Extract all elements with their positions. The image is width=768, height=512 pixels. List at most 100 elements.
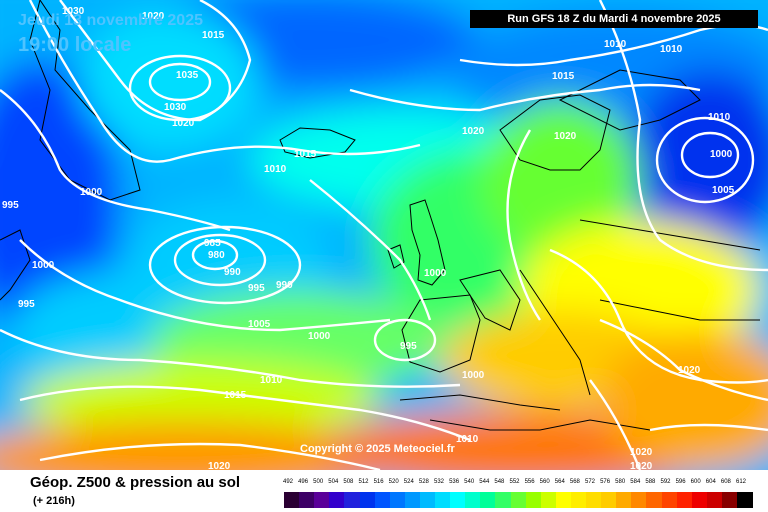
legend-swatch	[450, 492, 466, 508]
isobar-label: 1020	[208, 461, 231, 470]
isobar-label: 1035	[176, 70, 199, 81]
legend-label: 572	[584, 479, 595, 485]
forecast-date: Jeudi 13 novembre 2025	[18, 12, 203, 29]
legend-swatch	[646, 492, 662, 508]
legend-swatch	[691, 492, 708, 508]
legend-swatch	[465, 492, 481, 508]
legend-label: 516	[373, 479, 384, 485]
legend-label: 512	[358, 479, 369, 485]
isobar-label: 1030	[164, 102, 187, 113]
isobar-label: 980	[208, 250, 225, 261]
isobar-label: 1020	[554, 131, 577, 142]
run-info: Run GFS 18 Z du Mardi 4 novembre 2025	[470, 10, 758, 28]
legend-swatch	[661, 492, 678, 508]
isobar-label: 1000	[424, 268, 447, 279]
isobar-label: 1015	[224, 390, 247, 401]
isobar-label: 1020	[630, 461, 653, 470]
isobar-label: 1020	[462, 126, 485, 137]
legend-label: 568	[569, 479, 580, 485]
isobar-label: 1020	[630, 447, 653, 458]
legend-label: 592	[660, 479, 671, 485]
isobar-label: 1000	[308, 331, 331, 342]
legend-label: 496	[298, 479, 309, 485]
isobar-label: 990	[276, 280, 293, 291]
weather-map: 1030 1020 1015 1035 1030 1020 1000 995 1…	[0, 0, 768, 470]
isobar-label: 995	[400, 341, 417, 352]
legend-colorbar	[284, 492, 753, 508]
legend-swatch	[631, 492, 647, 508]
legend-swatch	[329, 492, 345, 508]
isobar-label: 1010	[604, 39, 627, 50]
isobar-label: 1005	[248, 319, 271, 330]
legend-swatch	[540, 492, 557, 508]
isobar-label: 1010	[456, 434, 479, 445]
map-canvas: 1030 1020 1015 1035 1030 1020 1000 995 1…	[0, 0, 768, 470]
isobar-label: 1030	[62, 6, 85, 17]
legend-swatch	[525, 492, 542, 508]
legend-swatch	[706, 492, 723, 508]
forecast-offset: (+ 216h)	[33, 495, 75, 507]
isobar-label: 1010	[260, 375, 283, 386]
legend-swatch	[374, 492, 391, 508]
legend-label: 528	[418, 479, 429, 485]
legend-swatch	[419, 492, 436, 508]
legend-label: 576	[600, 479, 611, 485]
isobar-label: 1000	[462, 370, 485, 381]
legend-label: 596	[675, 479, 686, 485]
legend-swatch	[601, 492, 617, 508]
isobar-label: 1000	[80, 187, 103, 198]
legend-swatch	[359, 492, 376, 508]
legend-label: 556	[524, 479, 535, 485]
legend-swatch	[389, 492, 406, 508]
legend-label: 608	[720, 479, 731, 485]
isobar-label: 995	[248, 283, 265, 294]
legend-label: 584	[630, 479, 641, 485]
isobar-label: 1020	[142, 11, 165, 22]
legend-swatch	[616, 492, 632, 508]
legend-swatch	[570, 492, 587, 508]
isobar-label: 985	[204, 238, 221, 249]
legend-label: 552	[509, 479, 520, 485]
legend-swatch	[404, 492, 421, 508]
legend-swatch	[284, 492, 300, 508]
legend-label: 548	[494, 479, 505, 485]
legend-swatch	[495, 492, 511, 508]
legend-label: 520	[388, 479, 399, 485]
isobar-label: 995	[2, 200, 19, 211]
legend-label: 612	[735, 479, 746, 485]
legend-swatch	[299, 492, 315, 508]
legend-swatch	[586, 492, 602, 508]
isobar-labels: 1030 1020 1015 1035 1030 1020 1000 995 1…	[2, 6, 735, 470]
isobar-label: 1020	[678, 365, 701, 376]
legend-labels: 492 496 500 504 508 512 516 520 524 528 532 536 540 5…	[282, 479, 752, 489]
legend-swatch	[676, 492, 693, 508]
legend-label: 600	[690, 479, 701, 485]
isobar-label: 1015	[552, 71, 575, 82]
map-footer: Géop. Z500 & pression au sol (+ 216h) 49…	[0, 470, 768, 512]
legend-label: 500	[313, 479, 324, 485]
forecast-time: 19:00 locale	[18, 34, 132, 56]
legend-label: 564	[554, 479, 565, 485]
legend-label: 588	[645, 479, 656, 485]
legend-label: 504	[328, 479, 339, 485]
legend-swatch	[737, 492, 753, 508]
legend-swatch	[480, 492, 496, 508]
isobar-label: 1020	[172, 118, 195, 129]
legend-swatch	[555, 492, 572, 508]
coastlines	[0, 0, 761, 431]
legend-label: 580	[615, 479, 626, 485]
legend-label: 540	[464, 479, 475, 485]
legend-label: 560	[539, 479, 550, 485]
legend-swatch	[721, 492, 738, 508]
geopotential-field	[0, 0, 768, 470]
isobar-label: 990	[224, 267, 241, 278]
isobar-label: 1005	[712, 185, 735, 196]
legend-swatch	[510, 492, 527, 508]
isobars	[0, 0, 768, 470]
legend-label: 508	[343, 479, 354, 485]
legend-swatch	[435, 492, 451, 508]
legend-swatch	[314, 492, 330, 508]
isobar-label: 1010	[264, 164, 287, 175]
isobar-label: 1000	[32, 260, 55, 271]
legend-label: 536	[449, 479, 460, 485]
